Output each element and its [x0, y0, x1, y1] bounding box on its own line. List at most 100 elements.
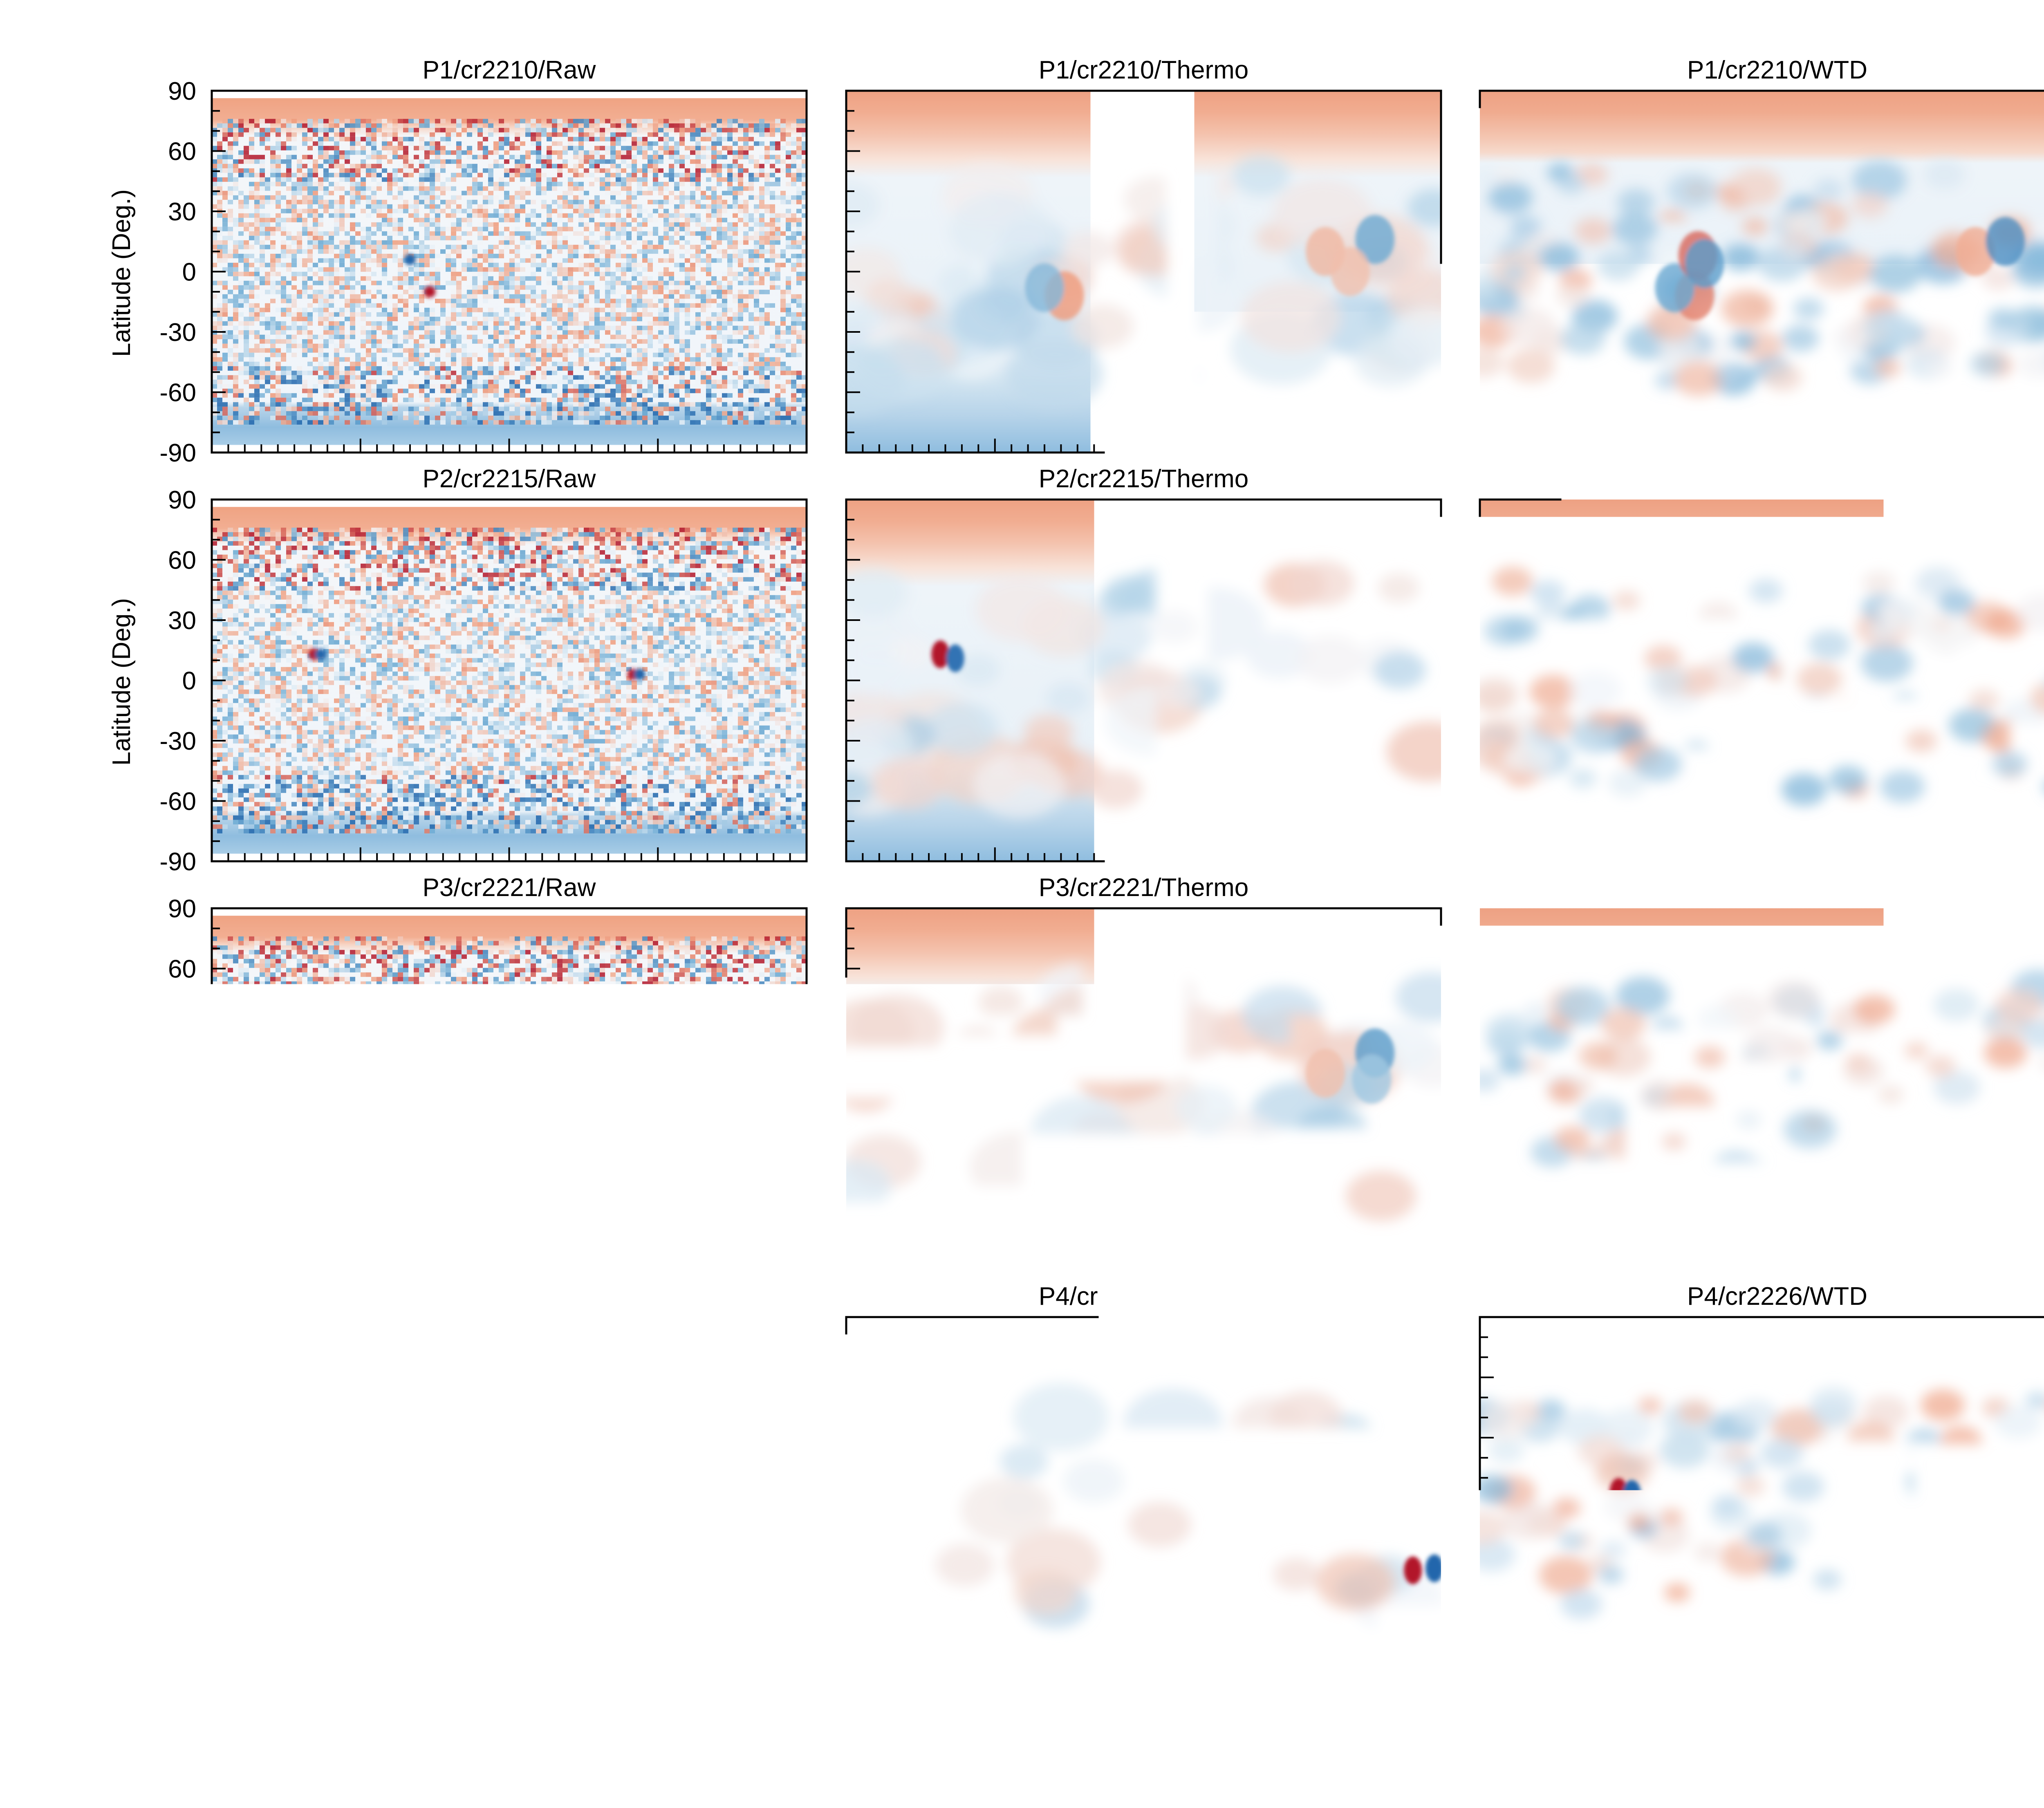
active-region-spot [1685, 239, 1724, 288]
y-tick-label: 60 [168, 547, 196, 575]
panel-title: P3/cr2221/Raw [423, 874, 596, 902]
active-region-spot [553, 1055, 565, 1067]
x-tick-label: 180 [488, 1687, 530, 1715]
panel-raw-2: P2/cr2215/Raw-90-60-300306090 [159, 465, 807, 876]
active-region-spot [315, 649, 327, 660]
active-region-spot [249, 1553, 260, 1564]
panel-wtd-2: P2/cr2215/WTD [1465, 465, 2044, 861]
panel-wtd-1: P1/cr2210/WTD [1463, 56, 2044, 453]
x-axis-label-main: Longitude ( [1706, 1730, 1833, 1758]
active-regions [547, 1055, 565, 1067]
x-axis-label-close: ) [1842, 1730, 1851, 1758]
x-axis-label-sup: o [1199, 1726, 1208, 1745]
x-axis-label-main: Longitude ( [437, 1730, 564, 1758]
active-region-spot [1517, 1544, 1535, 1572]
active-region-spot [1910, 1479, 1949, 1528]
x-tick-label: 90 [981, 1687, 1009, 1715]
y-tick-label: 60 [168, 955, 196, 984]
y-tick-label: 60 [168, 138, 196, 166]
x-tick-label: 90 [1614, 1687, 1643, 1715]
active-region-spot [989, 1480, 1007, 1508]
x-axis-label-sup: o [563, 1726, 573, 1745]
panel-title: P1/cr2210/Raw [423, 56, 596, 84]
x-tick-label: 360 [785, 1687, 827, 1715]
active-region-spot [1331, 247, 1370, 296]
active-region-spot [1404, 1557, 1422, 1584]
y-tick-label: -60 [159, 1196, 196, 1225]
panel-raw-3: P3/cr2221/Raw-90-60-300306090 [159, 874, 807, 1285]
panel-title: P2/cr2215/Thermo [1039, 465, 1248, 493]
active-region-spot [946, 644, 964, 672]
panel-thermo-4: P4/cr2226/Thermo 0 90 180 270 360 [819, 1282, 1488, 1715]
y-tick-label: -30 [159, 1545, 196, 1573]
x-tick-label: 180 [1756, 1687, 1798, 1715]
y-tick-label: -90 [159, 439, 196, 467]
y-tick-label: -30 [159, 318, 196, 347]
active-region-spot [1818, 1047, 1836, 1075]
y-tick-label: -90 [159, 1665, 196, 1694]
panel-title: P3/cr2221/Thermo [1039, 874, 1248, 902]
active-region-spot [355, 1486, 366, 1498]
active-region-spot [1260, 667, 1278, 695]
active-region-spot [1298, 646, 1316, 674]
x-tick-label: 0 [839, 1687, 853, 1715]
panel-grid: P1/cr2210/Raw -90 -60 -30 0 30 60 90 P1/cr2210/T… [159, 56, 2044, 1715]
y-tick-label: -90 [159, 848, 196, 876]
active-region-spot [1932, 644, 1950, 672]
x-tick-label: 270 [1905, 1687, 1947, 1715]
panel-title: P2/cr2215/WTD [1687, 465, 1867, 493]
x-tick-label: 0 [205, 1687, 219, 1715]
panel-title: P3/cr2221/WTD [1687, 874, 1867, 902]
x-tick-label: 270 [1271, 1687, 1313, 1715]
x-axis-label-sup: o [1833, 1726, 1842, 1745]
active-region-spot [793, 1565, 804, 1576]
active-region-spot [652, 1498, 663, 1510]
panel-title: P4/cr2226/WTD [1687, 1282, 1867, 1311]
active-region-spot [1578, 641, 1596, 668]
y-tick-label: 30 [168, 1015, 196, 1044]
panel-raw-4: P4/cr2226/Raw-90-60-3003060900 90 180 270 36… [159, 1282, 827, 1715]
y-tick-label: -60 [159, 379, 196, 407]
active-region-spot [424, 286, 436, 298]
active-region-spot [1273, 1514, 1312, 1563]
panel-title: P4/cr2226/Thermo [1039, 1282, 1248, 1311]
active-region-spot [1894, 663, 1912, 690]
y-tick-label: 0 [182, 1485, 196, 1513]
y-tick-label: 30 [168, 1424, 196, 1452]
y-axis-label-row-3: Latitude (Deg.) [108, 1007, 136, 1174]
y-tick-label: -30 [159, 727, 196, 755]
y-tick-label: 90 [168, 486, 196, 514]
x-axis-label-col-2: Longitude (o) [1072, 1726, 1217, 1758]
y-tick-label: 0 [182, 667, 196, 695]
active-region-spot [1157, 1037, 1196, 1086]
x-tick-label: 0 [1473, 1687, 1487, 1715]
y-tick-label: -60 [159, 788, 196, 816]
active-region-spot [1352, 1055, 1391, 1104]
x-axis-label-col-1: Longitude (o) [437, 1726, 581, 1758]
panel-wtd-3: P3/cr2221/WTD [1469, 874, 2044, 1270]
panel-thermo-2: P2/cr2215/Thermo [823, 465, 1471, 861]
panel-title: P2/cr2215/Raw [423, 465, 596, 493]
y-tick-label: -60 [159, 1605, 196, 1633]
y-tick-label: 0 [182, 1076, 196, 1104]
x-axis-label-col-3: Longitude (o) [1706, 1726, 1851, 1758]
panel-title: P1/cr2210/WTD [1687, 56, 1867, 84]
y-tick-label: -90 [159, 1257, 196, 1285]
active-region-spot [873, 1534, 912, 1583]
x-tick-label: 360 [1420, 1687, 1462, 1715]
active-region-spot [1623, 1480, 1641, 1508]
panel-thermo-3: P3/cr2221/Thermo [821, 874, 1466, 1270]
x-axis-label-close: ) [573, 1730, 581, 1758]
active-region-spot [1986, 217, 2025, 266]
x-axis-label-close: ) [1208, 1730, 1217, 1758]
panel-title: P4/cr2226/Raw [423, 1282, 596, 1311]
y-tick-label: 90 [168, 77, 196, 105]
active-region-spot [634, 669, 645, 680]
y-tick-label: 90 [168, 1304, 196, 1332]
panel-raw-1: P1/cr2210/Raw-90-60-300306090 [159, 56, 807, 467]
y-axis-label-row-4: Latitude (Deg.) [108, 1416, 136, 1583]
active-region-spot [1956, 1044, 1995, 1093]
active-region-spot [404, 254, 416, 265]
active-region-spot [1306, 1049, 1345, 1098]
active-region-spot [1025, 263, 1064, 312]
